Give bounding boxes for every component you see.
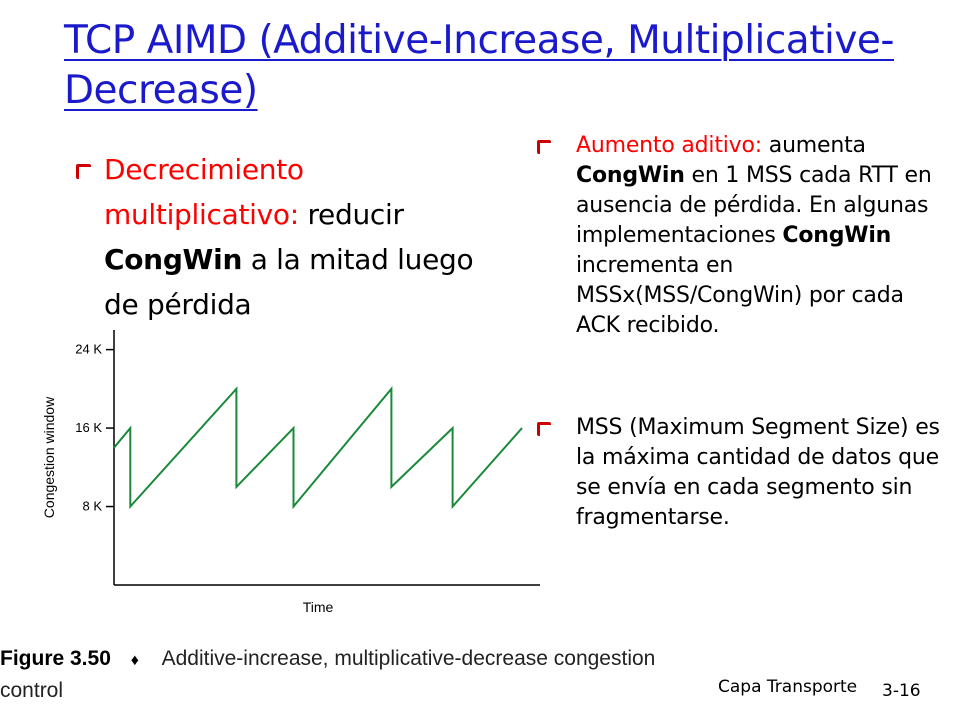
figure-number: Figure 3.50 [0,647,111,670]
left-bullet-text-before: reducir [307,198,404,231]
y-tick-label: 8 K [82,499,102,514]
figure-caption: Figure 3.50 ♦ Additive-increase, multipl… [0,644,700,702]
right-bullet-2-content: MSS (Maximum Segment Size) es la máxima … [576,415,940,530]
right-bullet-2-text: MSS (Maximum Segment Size) es la máxima … [576,413,946,533]
right-bullet-1-t2: en 1 MSS cada RTT en ausencia de pérdida… [576,163,932,248]
x-axis-label: Time [303,599,334,615]
left-bullet-bold: CongWin [104,243,243,276]
slide-number: 3-16 [882,681,921,701]
right-bullet-1-t1: aumenta [768,133,866,158]
right-bullet-1-text: Aumento aditivo: aumenta CongWin en 1 MS… [576,131,946,341]
left-bullet-marker [76,164,91,179]
footer-label: Capa Transporte [718,677,858,697]
left-bullet-text-after: a la mitad luego de pérdida [104,243,474,321]
congestion-window-chart: 8 K 16 K 24 K Time Congestion window [41,330,540,615]
y-tick-label: 24 K [75,342,102,357]
caption-separator: ♦ [130,652,139,669]
left-bullet-text: Decrecimiento multiplicativo: reducir Co… [104,147,504,327]
right-bullet-1-marker [537,140,552,155]
y-axis-label: Congestion window [41,396,57,518]
slide-title: TCP AIMD (Additive-Increase, Multiplicat… [64,18,894,113]
right-bullet-1-b2: CongWin [782,223,892,248]
right-bullet-2-marker [537,422,552,437]
left-bullet-red-text: Decrecimiento multiplicativo: [104,153,304,231]
right-bullet-1-red-text: Aumento aditivo: [576,133,762,158]
y-tick-label: 16 K [75,420,102,435]
caption-text: Additive-increase, multiplicative-decrea… [0,647,656,702]
right-bullet-1-b1: CongWin [576,163,685,188]
right-bullet-1-t3: incrementa en MSSx(MSS/CongWin) por cada… [576,253,904,338]
congestion-window-series-line [113,386,523,510]
